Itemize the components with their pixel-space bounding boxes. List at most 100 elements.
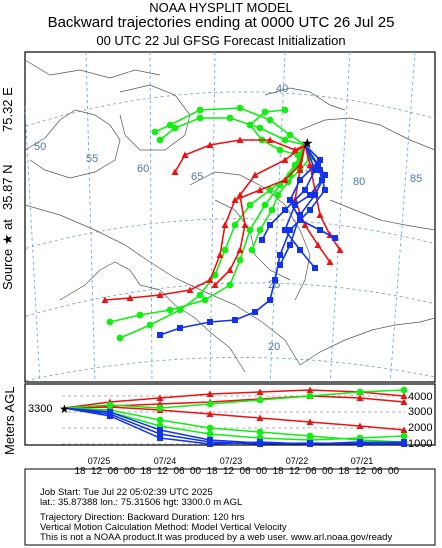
trajectory-point	[281, 176, 289, 183]
hour-tick-label: 06	[371, 466, 383, 477]
trajectory-point	[231, 196, 239, 203]
trajectory-point	[312, 192, 318, 198]
trajectory-point	[236, 136, 244, 143]
trajectory-point	[241, 221, 249, 228]
hour-tick-label: 00	[388, 466, 400, 477]
source-lat: 35.87 N	[0, 164, 15, 210]
vertical-trajectory-point	[400, 432, 408, 440]
trajectory-point	[282, 207, 288, 213]
trajectory-point	[226, 266, 234, 273]
trajectory-point	[207, 319, 213, 325]
trajectory-point	[317, 227, 323, 233]
trajectory-point	[281, 136, 289, 144]
vertical-profile-panel: ★ 3300 Meters AGL 4000 3000 2000 1000 18…	[2, 383, 436, 477]
vertical-trajectory-point	[256, 396, 264, 404]
vertical-trajectory-layer	[63, 386, 408, 447]
trajectory-point	[294, 151, 302, 159]
trajectory-point	[266, 116, 274, 124]
trajectory-point	[332, 235, 338, 241]
hour-tick-label: 06	[239, 466, 251, 477]
info-disclaimer: This is not a NOAA product.It was produc…	[40, 532, 393, 543]
trajectory-point	[251, 171, 259, 178]
hour-tick-label: 12	[157, 466, 169, 477]
hour-tick-label: 06	[305, 466, 317, 477]
hour-tick-label: 06	[173, 466, 185, 477]
vertical-trajectory-point	[356, 388, 364, 396]
trajectory-point	[287, 227, 293, 233]
vertical-trajectory-point	[206, 424, 214, 432]
lon-label-50: 50	[34, 141, 46, 153]
trajectory-point	[322, 187, 328, 193]
trajectory-point	[261, 108, 269, 116]
vertical-trajectory-point	[157, 427, 163, 433]
trajectory-point	[196, 114, 204, 122]
trajectory-point	[287, 197, 293, 203]
trajectory-point	[181, 151, 189, 158]
trajectory-point	[326, 258, 334, 265]
vertical-trajectory-line	[63, 407, 405, 443]
hour-tick-label: 00	[124, 466, 136, 477]
hour-tick-label: 18	[206, 466, 218, 477]
vertical-trajectory-point	[157, 431, 163, 437]
trajectory-point	[286, 131, 294, 139]
trajectory-point	[317, 157, 323, 163]
trajectory-point	[282, 227, 288, 233]
trajectory-point	[277, 252, 283, 258]
trajectory-point	[151, 128, 159, 136]
lat-label-20: 20	[268, 341, 280, 353]
trajectory-point	[216, 251, 224, 258]
trajectory-point	[252, 309, 258, 315]
trajectory-point	[302, 187, 308, 193]
vertical-trajectory-point	[156, 394, 164, 401]
vertical-trajectory-point	[256, 428, 264, 436]
hour-tick-label: 12	[355, 466, 367, 477]
trajectory-point	[267, 222, 273, 228]
trajectory-point	[116, 334, 124, 342]
trajectory-point	[126, 294, 134, 301]
height-tick-1000: 1000	[408, 438, 432, 450]
trajectory-point	[287, 242, 293, 248]
lon-label-85: 85	[410, 173, 422, 185]
trajectory-point	[232, 317, 238, 323]
lon-label-55: 55	[86, 153, 98, 165]
trajectory-point	[312, 265, 318, 271]
trajectory-point	[236, 246, 244, 253]
trajectory-point	[256, 186, 264, 193]
trajectory-point	[281, 106, 289, 114]
vertical-trajectory-point	[307, 441, 313, 447]
trajectory-point	[297, 177, 303, 183]
trajectory-point	[291, 161, 299, 169]
trajectory-point	[274, 191, 282, 199]
hour-tick-label: 06	[107, 466, 119, 477]
trajectory-point	[221, 221, 229, 228]
lon-label-65: 65	[191, 171, 203, 183]
date-tick-label: 07/25	[88, 456, 111, 466]
trajectory-point	[307, 207, 313, 213]
trajectory-point	[221, 246, 229, 254]
trajectory-point	[312, 167, 318, 173]
trajectory-point	[256, 124, 264, 132]
vertical-trajectory-point	[356, 422, 364, 429]
trajectory-point	[281, 156, 289, 163]
trajectory-point	[226, 281, 234, 289]
trajectory-point	[196, 291, 204, 299]
trajectory-point	[266, 136, 274, 143]
vertical-trajectory-point	[306, 386, 314, 393]
vertical-trajectory-line	[63, 407, 405, 445]
lon-label-60: 60	[137, 163, 149, 175]
trajectory-point	[297, 212, 303, 218]
trajectory-point	[246, 121, 254, 129]
trajectory-point	[292, 202, 298, 208]
vertical-trajectory-point	[401, 439, 407, 445]
vertical-trajectory-line	[63, 406, 405, 431]
lat-label-40: 40	[276, 83, 288, 95]
trajectory-point	[236, 191, 244, 198]
trajectory-point	[301, 221, 309, 228]
date-tick-label: 07/22	[286, 456, 309, 466]
vertical-trajectory-line	[63, 389, 405, 409]
trajectory-point	[186, 286, 194, 293]
trajectory-point	[314, 241, 322, 248]
height-tick-4000: 4000	[408, 391, 432, 403]
vertical-trajectory-point	[356, 394, 364, 401]
trajectory-point	[259, 237, 265, 243]
